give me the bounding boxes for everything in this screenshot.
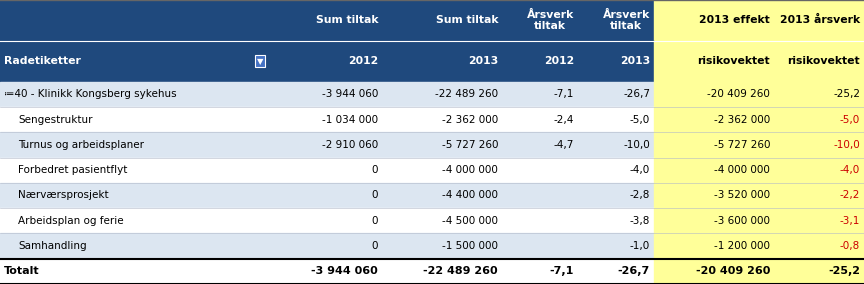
Bar: [0, 107, 654, 132]
Text: -4,0: -4,0: [840, 165, 860, 175]
Text: -2 910 060: -2 910 060: [321, 140, 378, 150]
Text: -0,8: -0,8: [840, 241, 860, 251]
Bar: [654, 208, 864, 233]
Text: -1 500 000: -1 500 000: [442, 241, 498, 251]
Bar: [0, 132, 654, 158]
Bar: [0, 82, 654, 107]
Text: Forbedret pasientflyt: Forbedret pasientflyt: [18, 165, 127, 175]
Bar: [0, 183, 654, 208]
Text: -5,0: -5,0: [840, 115, 860, 125]
Text: -4,7: -4,7: [554, 140, 574, 150]
Text: -3 600 000: -3 600 000: [714, 216, 770, 226]
Text: -2 362 000: -2 362 000: [714, 115, 770, 125]
Bar: [654, 82, 864, 107]
Text: 2013 årsverk: 2013 årsverk: [780, 15, 860, 26]
Bar: [0, 233, 654, 259]
Bar: [0, 0, 654, 41]
Text: 2013: 2013: [467, 56, 498, 66]
Text: Turnus og arbeidsplaner: Turnus og arbeidsplaner: [18, 140, 144, 150]
Text: -3 944 060: -3 944 060: [321, 89, 378, 99]
Text: risikovektet: risikovektet: [787, 56, 860, 66]
Text: Årsverk
tiltak: Årsverk tiltak: [603, 10, 650, 31]
Bar: [654, 183, 864, 208]
Text: -1 034 000: -1 034 000: [322, 115, 378, 125]
Bar: [654, 233, 864, 259]
Text: 2012: 2012: [543, 56, 574, 66]
Text: -7,1: -7,1: [554, 89, 574, 99]
Bar: [654, 259, 864, 284]
Text: 0: 0: [372, 216, 378, 226]
Text: -10,0: -10,0: [623, 140, 650, 150]
Text: Sum tiltak: Sum tiltak: [435, 15, 498, 26]
Text: 0: 0: [372, 241, 378, 251]
Text: -4 000 000: -4 000 000: [442, 165, 498, 175]
Text: -22 489 260: -22 489 260: [435, 89, 498, 99]
Text: -26,7: -26,7: [618, 266, 650, 276]
Text: ≔40 - Klinikk Kongsberg sykehus: ≔40 - Klinikk Kongsberg sykehus: [4, 89, 176, 99]
Text: 2013 effekt: 2013 effekt: [699, 15, 770, 26]
Text: -26,7: -26,7: [623, 89, 650, 99]
Text: -4 400 000: -4 400 000: [442, 191, 498, 201]
Text: -2 362 000: -2 362 000: [442, 115, 498, 125]
Text: -2,8: -2,8: [630, 191, 650, 201]
Bar: [654, 41, 864, 82]
Text: -3,8: -3,8: [630, 216, 650, 226]
Text: Samhandling: Samhandling: [18, 241, 86, 251]
Bar: [654, 158, 864, 183]
Text: -10,0: -10,0: [833, 140, 860, 150]
Text: -1,0: -1,0: [630, 241, 650, 251]
Text: -5 727 260: -5 727 260: [714, 140, 770, 150]
Text: -3,1: -3,1: [840, 216, 860, 226]
Bar: [0, 208, 654, 233]
Text: Sengestruktur: Sengestruktur: [18, 115, 92, 125]
Text: -4 000 000: -4 000 000: [715, 165, 770, 175]
Text: -20 409 260: -20 409 260: [707, 89, 770, 99]
Text: Arbeidsplan og ferie: Arbeidsplan og ferie: [18, 216, 124, 226]
Text: -4 500 000: -4 500 000: [442, 216, 498, 226]
Text: -25,2: -25,2: [828, 266, 860, 276]
Bar: [0, 41, 654, 82]
Bar: [654, 132, 864, 158]
Text: -7,1: -7,1: [550, 266, 574, 276]
Text: 0: 0: [372, 165, 378, 175]
Text: Nærværsprosjekt: Nærværsprosjekt: [18, 191, 109, 201]
Text: risikovektet: risikovektet: [697, 56, 770, 66]
Text: -5 727 260: -5 727 260: [442, 140, 498, 150]
Text: 2012: 2012: [347, 56, 378, 66]
Text: Årsverk
tiltak: Årsverk tiltak: [527, 10, 574, 31]
Text: -2,4: -2,4: [554, 115, 574, 125]
Text: -3 520 000: -3 520 000: [714, 191, 770, 201]
Text: Sum tiltak: Sum tiltak: [315, 15, 378, 26]
Text: 0: 0: [372, 191, 378, 201]
Bar: [654, 0, 864, 41]
Text: 2013: 2013: [619, 56, 650, 66]
Text: -2,2: -2,2: [840, 191, 860, 201]
Text: -1 200 000: -1 200 000: [714, 241, 770, 251]
Text: -3 944 060: -3 944 060: [311, 266, 378, 276]
Text: -5,0: -5,0: [630, 115, 650, 125]
Bar: [0, 158, 654, 183]
Text: -25,2: -25,2: [833, 89, 860, 99]
Text: -20 409 260: -20 409 260: [696, 266, 770, 276]
Text: -4,0: -4,0: [630, 165, 650, 175]
Bar: [0, 259, 654, 284]
Text: ▼: ▼: [257, 57, 264, 66]
Bar: [654, 107, 864, 132]
Text: -22 489 260: -22 489 260: [423, 266, 498, 276]
Text: Totalt: Totalt: [4, 266, 40, 276]
Text: Radetiketter: Radetiketter: [4, 56, 81, 66]
